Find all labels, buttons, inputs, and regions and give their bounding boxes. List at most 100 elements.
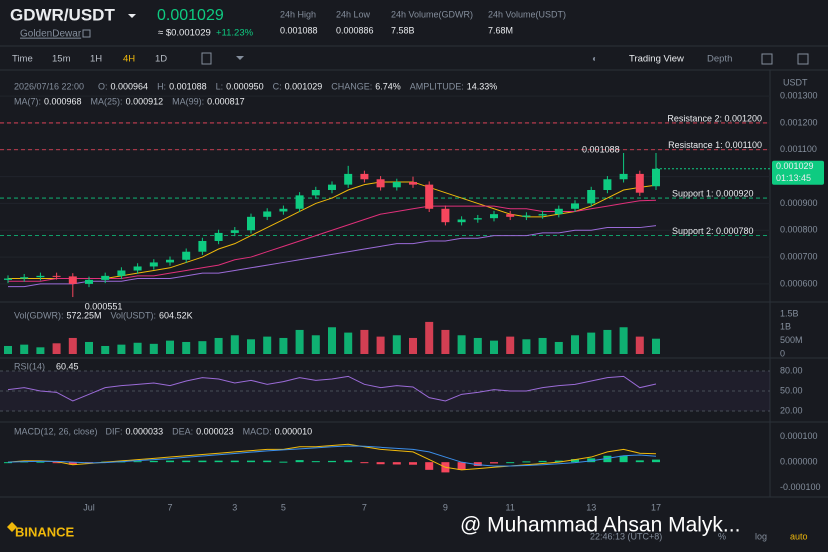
volume-bar <box>571 335 579 354</box>
volume-bar <box>457 335 466 354</box>
volume-bar <box>360 329 369 354</box>
scale-option[interactable]: % <box>718 531 726 541</box>
interval[interactable]: 1H <box>90 54 102 65</box>
stat-label: 24h Low <box>336 9 371 19</box>
y-tick-label: 0.000000 <box>780 457 818 467</box>
rsi-label: RSI(14) <box>14 361 45 371</box>
volume-bar <box>52 343 61 354</box>
macd-bar <box>295 460 304 463</box>
candle-body <box>101 275 110 280</box>
last-price-tag <box>772 160 824 185</box>
source-link[interactable]: GoldenDewar <box>20 29 82 40</box>
volume-bar <box>652 338 660 354</box>
macd-bar <box>166 460 174 463</box>
volume-bar <box>36 347 45 354</box>
y-tick-label: 1.5B <box>780 308 799 318</box>
interval[interactable]: Time <box>12 54 33 65</box>
candle-body <box>392 181 401 188</box>
stat-value: 7.58B <box>391 25 415 35</box>
legend-label: H: <box>157 81 166 91</box>
legend-value: 14.33% <box>467 81 498 91</box>
volume-bar <box>554 341 563 354</box>
candle-body <box>311 190 320 196</box>
pair-dropdown[interactable] <box>128 14 136 18</box>
legend-label: MACD: <box>243 426 272 436</box>
candle-body <box>166 259 174 263</box>
more-dropdown[interactable] <box>236 56 244 60</box>
x-tick-label: 3 <box>232 502 237 512</box>
view-tab[interactable]: Trading View <box>629 54 684 65</box>
macd-bar <box>344 460 353 463</box>
volume-bar <box>166 340 174 354</box>
macd-bar <box>457 462 466 470</box>
brand-logo <box>7 522 17 532</box>
macd-bar <box>230 460 239 463</box>
rsi-value: 60.45 <box>56 361 79 371</box>
scale-option[interactable]: log <box>755 531 767 541</box>
volume-bar <box>392 335 401 354</box>
clock: 22:46:13 (UTC+8) <box>590 531 662 541</box>
candle-body <box>360 173 369 180</box>
x-tick-label: 11 <box>506 502 515 512</box>
macd-bar <box>182 460 191 463</box>
ma-line <box>8 199 657 282</box>
volume-bar <box>522 339 531 354</box>
candle-body <box>68 276 77 284</box>
macd-bar <box>279 461 288 463</box>
expand-icon[interactable] <box>797 53 809 65</box>
macd-bar <box>473 462 482 467</box>
view-tab[interactable]: Depth <box>707 54 732 65</box>
settings-icon[interactable]: ◐ <box>592 53 597 63</box>
y-tick-label: 0.000700 <box>780 251 818 261</box>
stat-value: 0.000886 <box>336 25 374 35</box>
dea-line <box>7 445 657 467</box>
volume-bar <box>344 332 353 354</box>
brand: BINANCE <box>15 524 75 539</box>
volume-bar <box>247 339 255 354</box>
low-label: 0.000551 <box>85 301 123 311</box>
macd-bar <box>522 461 531 463</box>
legend-label: C: <box>273 81 282 91</box>
y-tick-label: 0.001100 <box>780 144 817 154</box>
y-tick-label: 0.000100 <box>780 431 818 441</box>
macd-bar <box>392 462 401 465</box>
macd-bar <box>409 462 417 465</box>
candle-body <box>425 184 434 209</box>
macd-bar <box>133 461 142 463</box>
legend-value: 0.000010 <box>275 426 313 436</box>
level-label: Support 1: 0.000920 <box>672 188 754 198</box>
candle-body <box>538 214 547 216</box>
candle-body <box>619 173 628 180</box>
volume-bar <box>473 337 482 354</box>
y-tick-label: 0.000900 <box>780 198 818 208</box>
legend-value: 6.74% <box>375 81 401 91</box>
x-tick-label: 17 <box>651 502 661 512</box>
countdown: 01:13:45 <box>776 173 811 183</box>
legend-label: O: <box>98 81 108 91</box>
x-tick-label: Jul <box>83 502 95 512</box>
fullscreen-icon[interactable] <box>761 53 773 65</box>
x-tick-label: 7 <box>167 502 172 512</box>
candle-body <box>295 195 304 209</box>
y-tick-label: 80.00 <box>780 365 803 375</box>
legend-value: 0.000817 <box>207 96 245 106</box>
interval[interactable]: 4H <box>123 54 135 65</box>
macd-bar <box>52 462 61 464</box>
y-tick-label: -0.000100 <box>780 482 821 492</box>
x-tick-label: 5 <box>281 502 286 512</box>
volume-bar <box>279 337 288 354</box>
axis-unit: USDT <box>783 77 808 87</box>
volume-bar <box>295 329 304 354</box>
candle-body <box>652 168 660 187</box>
stat-label: 24h High <box>280 9 316 19</box>
pair[interactable]: GDWR/USDT <box>10 5 115 24</box>
scale-option[interactable]: auto <box>790 531 808 541</box>
ma-line <box>8 225 657 288</box>
info-date: 2026/07/16 22:00 <box>14 81 84 91</box>
macd-bar <box>376 462 385 465</box>
legend-value: 0.001088 <box>169 81 207 91</box>
interval[interactable]: 1D <box>155 54 167 65</box>
interval[interactable]: 15m <box>52 54 71 65</box>
candle-body <box>490 214 498 219</box>
indicator-icon[interactable] <box>201 52 212 65</box>
